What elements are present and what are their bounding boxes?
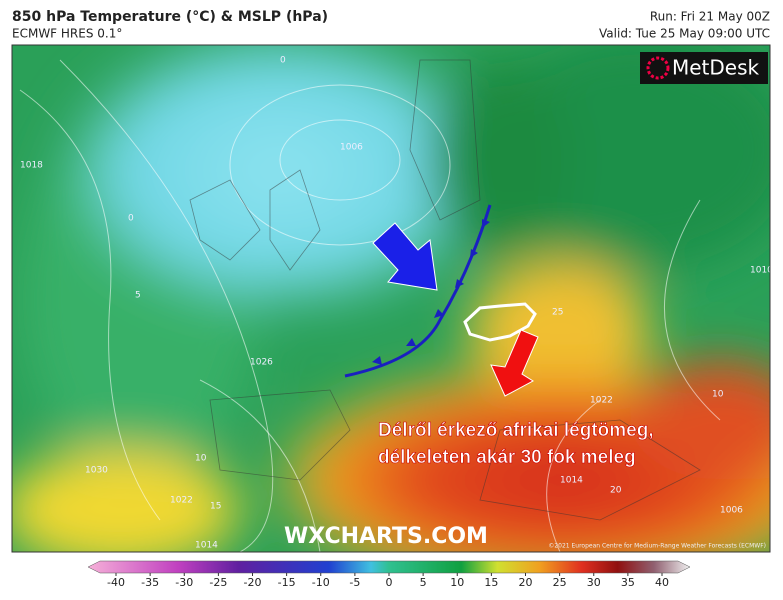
- copyright: ©2021 European Centre for Medium-Range W…: [548, 543, 766, 550]
- annotation: délkeleten akár 30 fok meleg: [378, 447, 636, 468]
- colorbar-tick-label: 40: [655, 576, 669, 589]
- isotherm-label: 15: [210, 502, 221, 512]
- colorbar-tick-label: 0: [386, 576, 393, 589]
- colorbar-tick-label: 35: [621, 576, 635, 589]
- colorbar-tick-label: -5: [349, 576, 360, 589]
- isotherm-label: 0: [280, 56, 286, 66]
- colorbar-tick-label: 10: [450, 576, 464, 589]
- isotherm-label: 5: [135, 291, 141, 301]
- isobar-label: 1030: [85, 466, 108, 476]
- annotation: Délről érkező afrikai légtömeg,: [378, 420, 654, 441]
- isobar-label: 1026: [250, 358, 273, 368]
- colorbar-tick-label: 20: [519, 576, 533, 589]
- valid-time: Valid: Tue 25 May 09:00 UTC: [599, 27, 770, 41]
- isobar-label: 1006: [720, 506, 743, 516]
- isobar-label: 1010: [750, 266, 773, 276]
- colorbar: -40 -35 -30 -25 -20 -15 -10 -5 0 5 10 15 20 25 30 35 40: [87, 560, 691, 589]
- run-time: Run: Fri 21 May 00Z: [650, 10, 770, 24]
- colorbar-tick-label: -25: [209, 576, 227, 589]
- isobar-label: 1022: [170, 496, 193, 506]
- isotherm-label: 0: [128, 214, 134, 224]
- isobar-label: 1014: [560, 476, 583, 486]
- map: MetDesk 1006 1018 1026 1022 1030 1014 10…: [12, 45, 773, 552]
- colorbar-tick-label: -35: [141, 576, 159, 589]
- isobar-label: 1014: [195, 541, 218, 551]
- isotherm-label: 25: [552, 308, 563, 318]
- colorbar-tick-label: 15: [484, 576, 498, 589]
- isobar-label: 1006: [340, 143, 363, 153]
- isotherm-label: 10: [712, 390, 724, 400]
- colorbar-tick-label: -30: [175, 576, 193, 589]
- map-title: 850 hPa Temperature (°C) & MSLP (hPa): [12, 9, 328, 25]
- model-name: ECMWF HRES 0.1°: [12, 27, 122, 41]
- logo: MetDesk: [672, 56, 760, 80]
- isobar-label: 1018: [20, 161, 43, 171]
- isobar-label: 1022: [590, 396, 613, 406]
- colorbar-tick-label: -40: [107, 576, 125, 589]
- colorbar-tick-label: -20: [244, 576, 262, 589]
- isotherm-label: 10: [195, 454, 207, 464]
- colorbar-tick-label: 25: [553, 576, 567, 589]
- watermark: WXCHARTS.COM: [284, 524, 488, 549]
- colorbar-tick-label: 5: [420, 576, 427, 589]
- isotherm-label: 20: [610, 486, 622, 496]
- colorbar-tick-label: -15: [278, 576, 296, 589]
- colorbar-tick-label: 30: [587, 576, 601, 589]
- colorbar-tick-label: -10: [312, 576, 330, 589]
